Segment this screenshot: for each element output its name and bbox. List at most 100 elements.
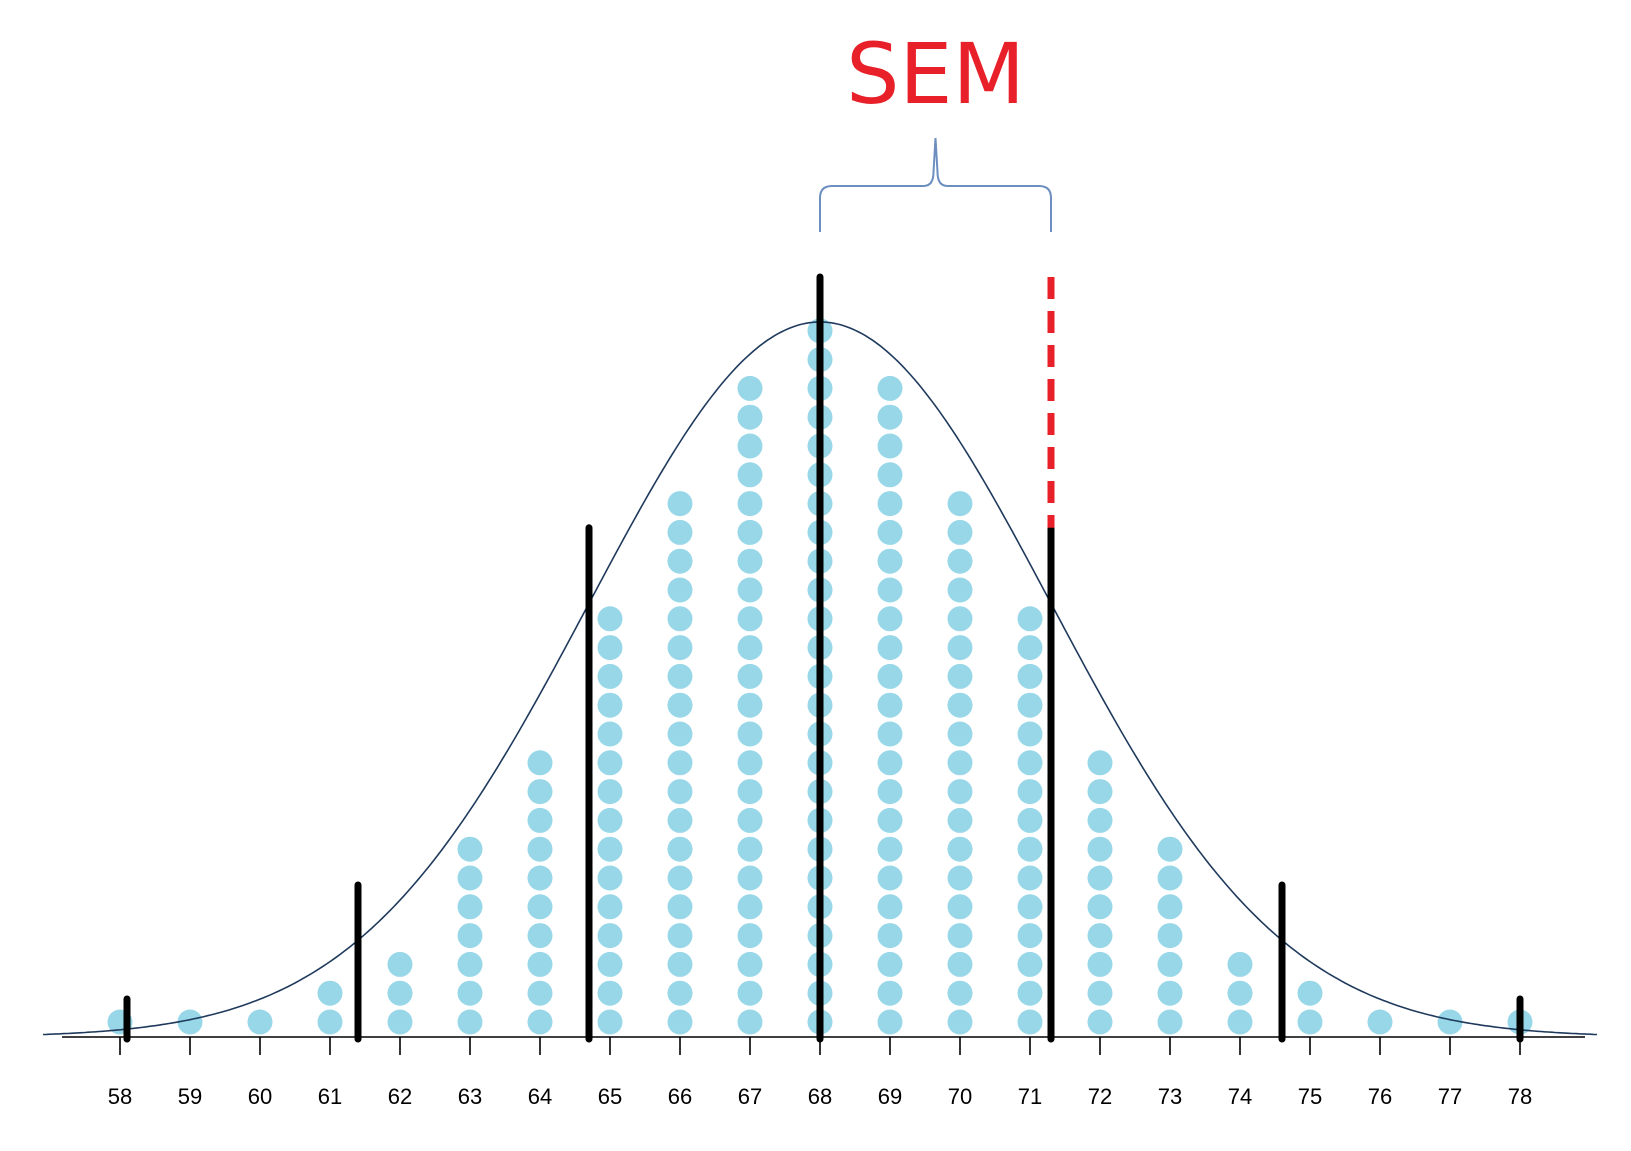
data-dot: [877, 980, 903, 1006]
data-dot: [667, 750, 693, 776]
data-dot: [947, 519, 973, 545]
data-dot: [947, 865, 973, 891]
data-dot: [527, 750, 553, 776]
data-dot: [527, 779, 553, 805]
data-dot: [1297, 1009, 1323, 1035]
data-dot: [597, 865, 623, 891]
data-dot: [527, 865, 553, 891]
data-dot: [667, 923, 693, 949]
data-dot: [1437, 1009, 1463, 1035]
data-dot: [387, 951, 413, 977]
x-tick-label: 62: [388, 1084, 412, 1109]
data-dot: [1017, 750, 1043, 776]
x-tick-label: 61: [318, 1084, 342, 1109]
data-dot: [597, 1009, 623, 1035]
data-dot: [1157, 1009, 1183, 1035]
data-dot: [667, 779, 693, 805]
x-tick-label: 67: [738, 1084, 762, 1109]
data-dot: [597, 923, 623, 949]
data-dot: [877, 462, 903, 488]
data-dot: [947, 951, 973, 977]
data-dot: [737, 750, 763, 776]
data-dot: [597, 836, 623, 862]
data-dot: [667, 836, 693, 862]
data-dot: [1017, 923, 1043, 949]
data-dot: [737, 1009, 763, 1035]
data-dot: [597, 635, 623, 661]
data-dot: [947, 980, 973, 1006]
data-dot: [457, 894, 483, 920]
data-dot: [387, 1009, 413, 1035]
data-dot: [667, 980, 693, 1006]
reference-lines-layer: [123, 273, 1524, 1043]
data-dot: [1087, 1009, 1113, 1035]
data-dot: [177, 1009, 203, 1035]
data-dot: [1017, 779, 1043, 805]
x-tick-label: 78: [1508, 1084, 1532, 1109]
x-tick-label: 59: [178, 1084, 202, 1109]
data-dot: [1017, 865, 1043, 891]
x-tick-label: 60: [248, 1084, 272, 1109]
data-dot: [667, 491, 693, 517]
data-dot: [877, 519, 903, 545]
x-tick-label: 65: [598, 1084, 622, 1109]
x-tick-label: 68: [808, 1084, 832, 1109]
data-dot: [737, 980, 763, 1006]
data-dot: [597, 980, 623, 1006]
data-dot: [737, 779, 763, 805]
x-tick-label: 66: [668, 1084, 692, 1109]
data-dot: [457, 951, 483, 977]
data-dot: [877, 807, 903, 833]
data-dot: [597, 663, 623, 689]
x-tick-label: 63: [458, 1084, 482, 1109]
data-dot: [947, 606, 973, 632]
data-dot: [527, 807, 553, 833]
x-tick-label: 58: [108, 1084, 132, 1109]
data-dot: [737, 548, 763, 574]
data-dot: [737, 692, 763, 718]
data-dot: [947, 548, 973, 574]
data-dot: [457, 865, 483, 891]
data-dot: [667, 807, 693, 833]
data-dot: [597, 779, 623, 805]
data-dot: [877, 836, 903, 862]
data-dot: [877, 894, 903, 920]
data-dot: [737, 606, 763, 632]
data-dot: [667, 894, 693, 920]
data-dot: [1087, 779, 1113, 805]
data-dot: [737, 721, 763, 747]
sem-annotation: SEM: [846, 25, 1025, 123]
x-tick-label: 70: [948, 1084, 972, 1109]
data-dot: [947, 894, 973, 920]
data-dot: [947, 779, 973, 805]
data-dot: [667, 635, 693, 661]
data-dot: [1017, 980, 1043, 1006]
data-dot: [1087, 865, 1113, 891]
data-dot: [877, 721, 903, 747]
data-dot: [527, 923, 553, 949]
data-dot: [597, 692, 623, 718]
data-dot: [527, 894, 553, 920]
data-dot: [947, 491, 973, 517]
data-dot: [1087, 923, 1113, 949]
data-dot: [947, 721, 973, 747]
data-dot: [1087, 750, 1113, 776]
data-dot: [1227, 951, 1253, 977]
sem-brace: [819, 137, 1052, 232]
data-dot: [667, 1009, 693, 1035]
data-dot: [737, 433, 763, 459]
data-dot: [877, 577, 903, 603]
data-dot: [1157, 923, 1183, 949]
data-dot: [947, 577, 973, 603]
data-dot: [1017, 836, 1043, 862]
data-dot: [1157, 865, 1183, 891]
data-dot: [947, 750, 973, 776]
data-dot: [1017, 1009, 1043, 1035]
data-dot: [947, 663, 973, 689]
data-dot: [1017, 894, 1043, 920]
data-dot: [947, 836, 973, 862]
data-dot: [597, 894, 623, 920]
data-dot: [877, 606, 903, 632]
data-dot: [247, 1009, 273, 1035]
data-dot: [877, 923, 903, 949]
